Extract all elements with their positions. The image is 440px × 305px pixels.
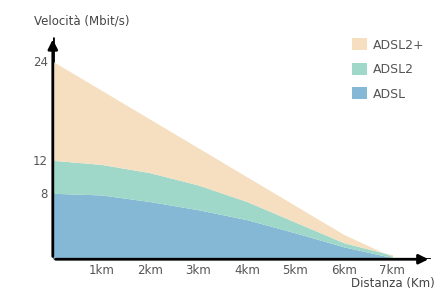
Legend: ADSL2+, ADSL2, ADSL: ADSL2+, ADSL2, ADSL (352, 38, 425, 101)
Text: Velocità (Mbit/s): Velocità (Mbit/s) (34, 15, 129, 28)
Text: Distanza (Km): Distanza (Km) (351, 277, 435, 290)
